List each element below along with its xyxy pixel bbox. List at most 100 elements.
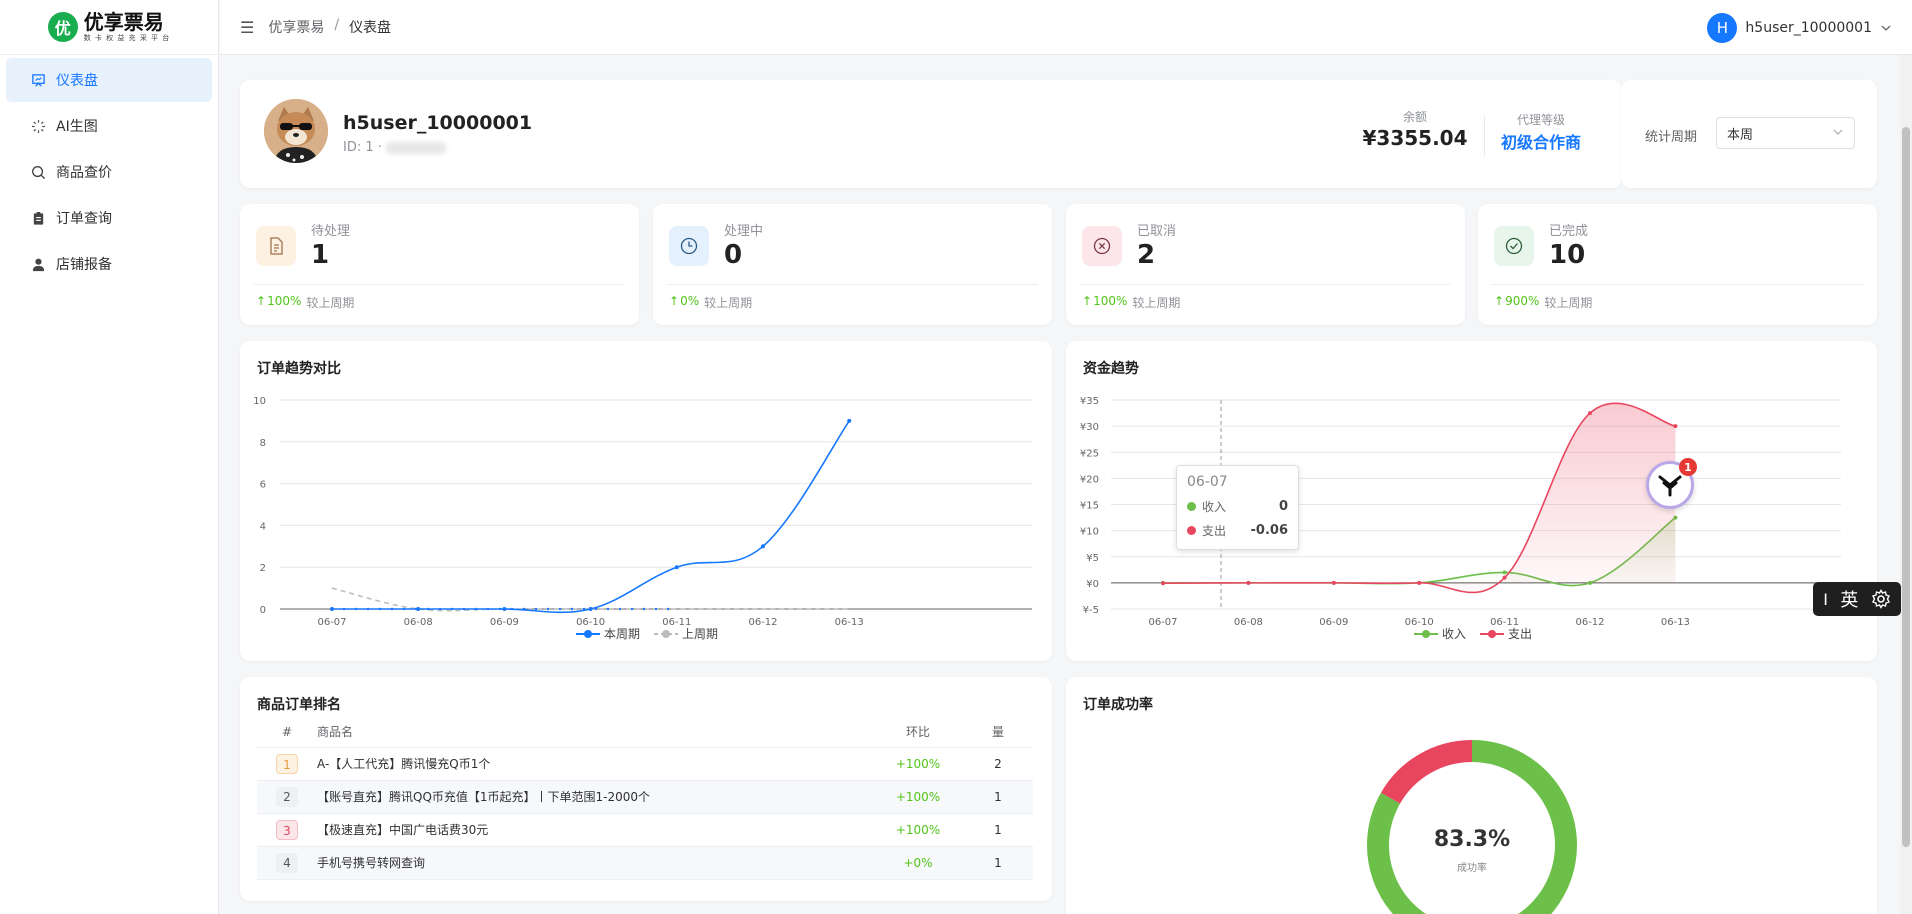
- x-tick-label: 06-13: [1661, 617, 1690, 628]
- baseline-dot: [654, 607, 658, 611]
- y-tick-label: ¥20: [1080, 474, 1099, 485]
- table-row[interactable]: 3 【极速直充】中国广电话费30元 +100% 1: [257, 813, 1033, 847]
- legend-label: 支出: [1508, 627, 1533, 641]
- baseline-dot: [426, 607, 430, 611]
- fund-trend-legend: 收入 支出: [1414, 625, 1532, 642]
- success-rate-value: 83.3%: [1433, 827, 1511, 852]
- stat-compare-label: 较上周期: [306, 296, 355, 310]
- clock-icon: [669, 226, 709, 266]
- profile-id: ID: 1 ·: [343, 140, 446, 155]
- x-tick-label: 06-09: [490, 617, 519, 628]
- sidebar: 优 优享票易 数 卡 权 益 充 采 平 台 仪表盘 AI生图 商品查价: [0, 0, 219, 914]
- sidebar-item-order-query[interactable]: 订单查询: [6, 196, 212, 240]
- sidebar-item-dashboard[interactable]: 仪表盘: [6, 58, 212, 102]
- baseline-dot: [510, 607, 514, 611]
- ime-toolbar[interactable]: I 英: [1813, 582, 1901, 616]
- y-tick-label: 2: [260, 563, 266, 574]
- user-menu[interactable]: H h5user_10000001: [1707, 13, 1892, 43]
- tooltip-value: 0: [1278, 498, 1288, 514]
- success-rate-donut[interactable]: [1066, 677, 1877, 914]
- profile-avatar: [264, 99, 328, 163]
- legend-label: 收入: [1442, 627, 1467, 641]
- stat-change: ↑ 900% 较上周期: [1494, 294, 1592, 311]
- data-point: [1673, 424, 1678, 429]
- scrollbar-thumb[interactable]: [1902, 127, 1910, 847]
- column-header: #: [257, 717, 317, 748]
- baseline-dot: [378, 607, 382, 611]
- order-trend-chart[interactable]: 0 2 4 6 8 10 06-07 06-08 06-09 06-10 06-11 06-12 06-…: [240, 341, 1052, 661]
- data-point: [847, 418, 852, 423]
- baseline-dot: [594, 607, 598, 611]
- notification-badge: 1: [1679, 458, 1697, 476]
- clipboard-icon: [30, 210, 46, 226]
- stat-value: 1: [311, 240, 330, 270]
- app-logo[interactable]: 优 优享票易 数 卡 权 益 充 采 平 台: [0, 0, 218, 55]
- period-label: 统计周期: [1645, 130, 1698, 145]
- fund-trend-title: 资金趋势: [1083, 361, 1139, 377]
- sidebar-item-store-report[interactable]: 店铺报备: [6, 242, 212, 286]
- baseline-dot: [342, 607, 346, 611]
- baseline-dot: [558, 607, 562, 611]
- text-cursor-icon: I: [1823, 589, 1828, 609]
- stat-card-processing[interactable]: 处理中 0 ↑ 0% 较上周期: [653, 204, 1052, 325]
- sidebar-item-label: 仪表盘: [56, 73, 98, 89]
- x-tick-label: 06-11: [1490, 617, 1519, 628]
- sidebar-item-ai-image[interactable]: AI生图: [6, 104, 212, 148]
- stat-compare-label: 较上周期: [704, 296, 753, 310]
- data-point: [1246, 580, 1251, 585]
- cancel-icon: [1082, 226, 1122, 266]
- product-ratio: +0%: [873, 846, 963, 880]
- baseline-dot: [606, 607, 610, 611]
- stat-label: 已完成: [1549, 224, 1589, 239]
- stat-value: 2: [1137, 240, 1156, 270]
- stat-change-value: 0%: [680, 294, 700, 308]
- legend-label: 本周期: [604, 627, 641, 641]
- sidebar-item-label: 商品查价: [56, 165, 112, 181]
- table-row[interactable]: 4 手机号携号转网查询 +0% 1: [257, 846, 1033, 880]
- order-trend-card: 订单趋势对比 0 2 4 6 8 10 06-07 06-08 06-09 06-10 06-11 0…: [240, 341, 1052, 661]
- legend-item-expense[interactable]: 支出: [1480, 625, 1532, 642]
- y-tick-label: 4: [260, 521, 266, 532]
- legend-item-previous[interactable]: 上周期: [654, 625, 718, 642]
- table-row[interactable]: 1 A-【人工代充】腾讯慢充Q币1个 +100% 2: [257, 747, 1033, 781]
- product-qty: 1: [963, 813, 1033, 847]
- success-rate-label: 成功率: [1457, 863, 1487, 874]
- ime-language-toggle[interactable]: 英: [1840, 590, 1859, 611]
- product-name: A-【人工代充】腾讯慢充Q币1个: [317, 747, 873, 781]
- breadcrumb-home[interactable]: 优享票易: [268, 20, 325, 36]
- period-select[interactable]: 本周: [1716, 117, 1855, 149]
- baseline-dot: [354, 607, 358, 611]
- stat-card-completed[interactable]: 已完成 10 ↑ 900% 较上周期: [1478, 204, 1877, 325]
- arrow-up-icon: ↑: [1494, 294, 1505, 308]
- y-tick-label: ¥0: [1086, 579, 1099, 590]
- order-trend-title: 订单趋势对比: [257, 361, 341, 377]
- legend-item-current[interactable]: 本周期: [576, 625, 640, 642]
- stat-value: 10: [1549, 240, 1586, 270]
- menu-toggle-icon[interactable]: ☰: [240, 17, 255, 37]
- profile-id-text: ID: 1 ·: [343, 140, 382, 155]
- divider: [1484, 116, 1485, 156]
- sidebar-item-price-check[interactable]: 商品查价: [6, 150, 212, 194]
- success-rate-title: 订单成功率: [1083, 697, 1153, 713]
- legend-item-income[interactable]: 收入: [1414, 625, 1466, 642]
- agent-level-value: 初级合作商: [1500, 133, 1581, 152]
- baseline-dot: [390, 607, 394, 611]
- column-header: 量: [963, 717, 1033, 748]
- baseline-dot: [546, 607, 550, 611]
- rank-badge: 2: [276, 786, 298, 807]
- page-scrollbar[interactable]: [1900, 55, 1912, 914]
- floating-assistant-button[interactable]: 1: [1646, 458, 1697, 509]
- arrow-up-icon: ↑: [256, 294, 267, 308]
- x-tick-label: 06-10: [576, 617, 605, 628]
- gear-icon[interactable]: [1871, 589, 1891, 609]
- stat-card-cancelled[interactable]: 已取消 2 ↑ 100% 较上周期: [1066, 204, 1465, 325]
- sidebar-item-label: AI生图: [56, 119, 98, 135]
- app-name: 优享票易: [83, 10, 164, 34]
- data-point: [1588, 411, 1592, 416]
- stat-card-pending[interactable]: 待处理 1 ↑ 100% 较上周期: [240, 204, 639, 325]
- sidebar-item-label: 订单查询: [56, 211, 112, 227]
- rank-badge: 1: [276, 753, 298, 774]
- y-tick-label: 10: [253, 396, 266, 407]
- table-row[interactable]: 2 【账号直充】腾讯QQ币充值【1币起充】丨下单范围1-2000个 +100% …: [257, 780, 1033, 814]
- search-icon: [30, 164, 46, 180]
